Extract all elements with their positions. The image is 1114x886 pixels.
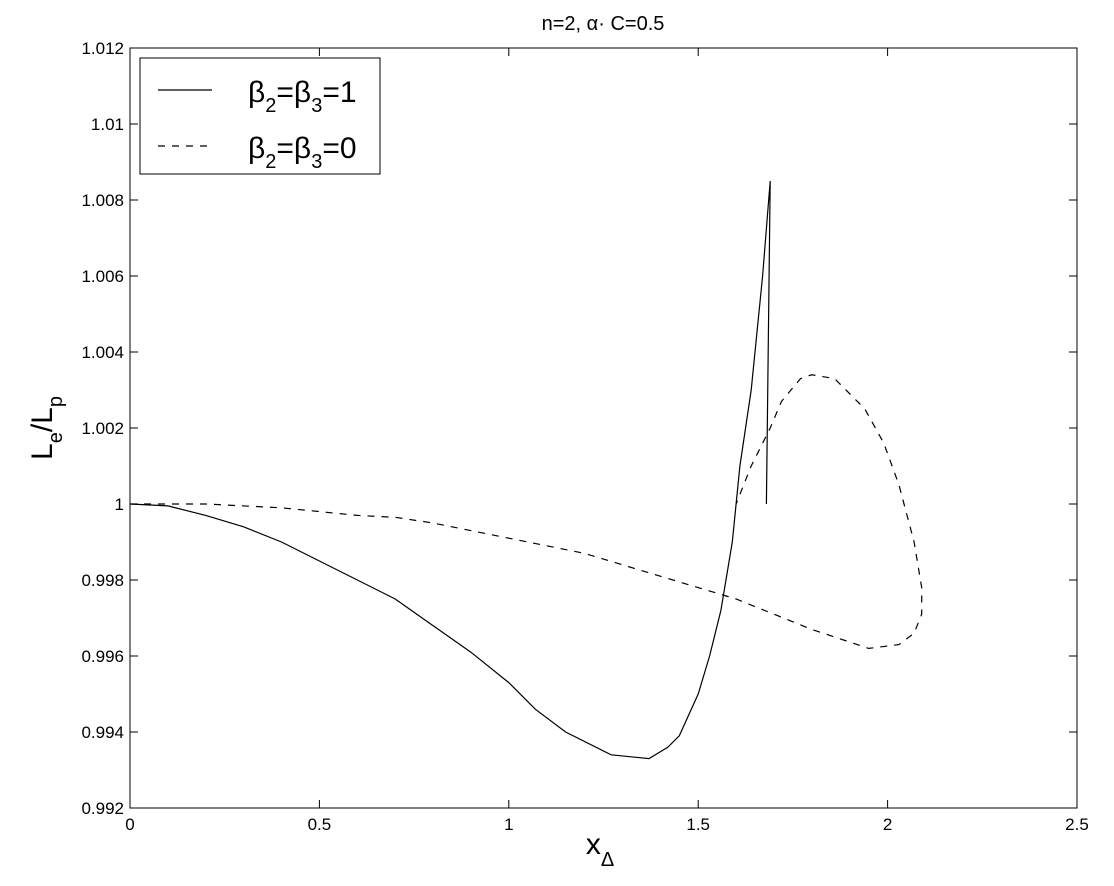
- x-tick-label: 2: [883, 815, 892, 834]
- y-tick-label: 1.01: [91, 115, 124, 134]
- x-tick-label: 2.5: [1065, 815, 1089, 834]
- legend-box: [139, 57, 381, 175]
- plot-frame: [129, 47, 1078, 809]
- y-tick-label: 0.994: [81, 723, 124, 742]
- y-tick-label: 0.992: [81, 799, 124, 818]
- y-tick-label: 0.996: [81, 647, 124, 666]
- x-tick-label: 1: [504, 815, 513, 834]
- y-tick-label: 1: [115, 495, 124, 514]
- y-tick-label: 1.008: [81, 191, 124, 210]
- x-tick-label: 0: [125, 815, 134, 834]
- y-tick-label: 1.004: [81, 343, 124, 362]
- y-axis-label: Le/Lp: [26, 396, 67, 460]
- chart-title: n=2, α· C=0.5: [542, 13, 665, 35]
- series-layer: [129, 180, 923, 760]
- legend-label-series-1: β2=β3=1: [248, 76, 357, 117]
- x-axis-label: xΔ: [586, 828, 614, 871]
- y-tick-label: 1.012: [81, 39, 124, 58]
- y-tick-label: 1.006: [81, 267, 124, 286]
- legend: β2=β3=1 β2=β3=0: [139, 57, 381, 175]
- series-line-solid: [129, 180, 771, 760]
- axis-ticks: 0 0.5 1 1.5 2 2.5 0.992 0.994 0.996 0.998 1 1.002 1.…: [81, 39, 1088, 834]
- x-tick-label: 1.5: [686, 815, 710, 834]
- legend-label-series-2: β2=β3=0: [248, 132, 357, 173]
- y-tick-label: 1.002: [81, 419, 124, 438]
- y-tick-label: 0.998: [81, 571, 124, 590]
- x-tick-label: 0.5: [308, 815, 332, 834]
